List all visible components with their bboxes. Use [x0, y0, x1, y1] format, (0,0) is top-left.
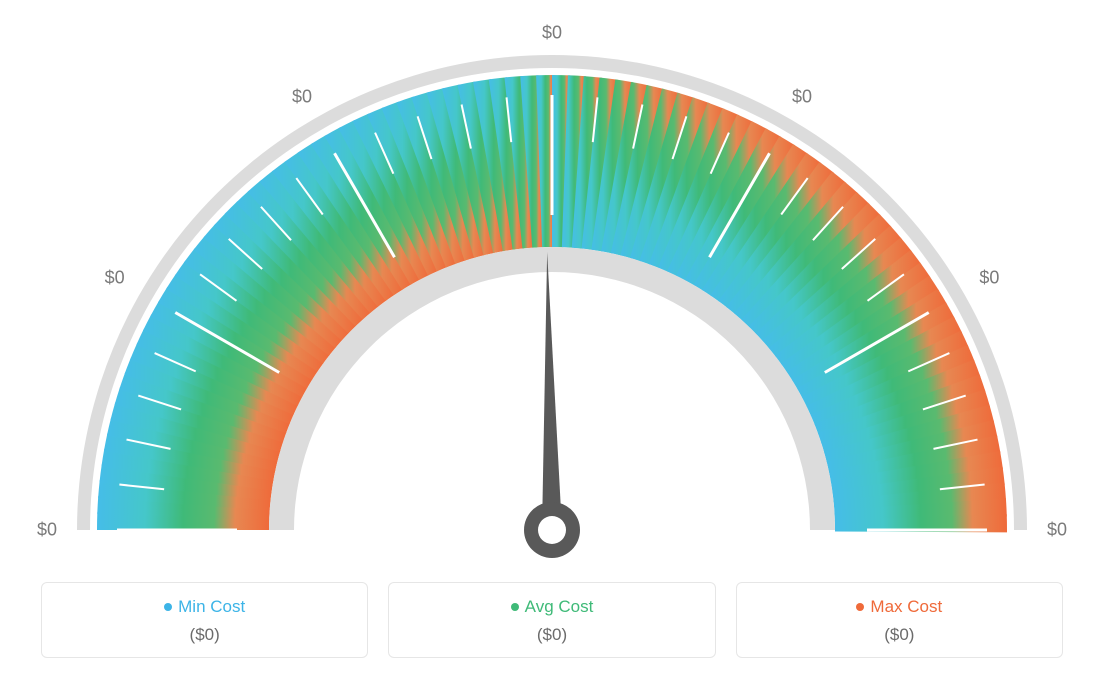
- legend-dot-max: [856, 603, 864, 611]
- legend-label-avg: Avg Cost: [389, 597, 714, 617]
- gauge-scale-label: $0: [979, 267, 999, 288]
- legend-label-max: Max Cost: [737, 597, 1062, 617]
- legend-text-max: Max Cost: [870, 597, 942, 616]
- legend-value-min: ($0): [42, 625, 367, 645]
- gauge-scale-label: $0: [792, 86, 812, 107]
- legend-dot-min: [164, 603, 172, 611]
- legend-row: Min Cost ($0) Avg Cost ($0) Max Cost ($0…: [41, 582, 1063, 658]
- legend-label-min: Min Cost: [42, 597, 367, 617]
- legend-box-min: Min Cost ($0): [41, 582, 368, 658]
- legend-box-max: Max Cost ($0): [736, 582, 1063, 658]
- gauge-scale-label: $0: [1047, 520, 1067, 541]
- legend-dot-avg: [511, 603, 519, 611]
- legend-text-min: Min Cost: [178, 597, 245, 616]
- legend-box-avg: Avg Cost ($0): [388, 582, 715, 658]
- gauge-scale-label: $0: [37, 520, 57, 541]
- legend-value-avg: ($0): [389, 625, 714, 645]
- legend-text-avg: Avg Cost: [525, 597, 594, 616]
- gauge-scale-label: $0: [542, 23, 562, 44]
- gauge-svg: [0, 0, 1104, 560]
- gauge-scale-label: $0: [105, 267, 125, 288]
- gauge-scale-label: $0: [292, 86, 312, 107]
- cost-gauge-chart: $0 $0 $0 $0 $0 $0 $0: [0, 0, 1104, 560]
- legend-value-max: ($0): [737, 625, 1062, 645]
